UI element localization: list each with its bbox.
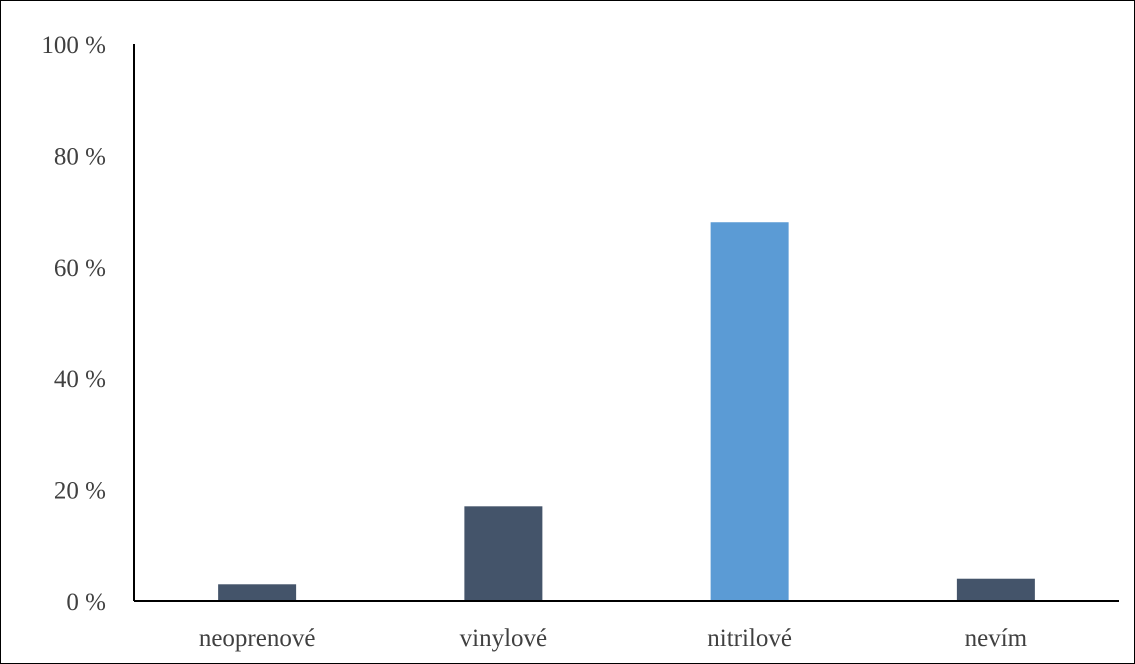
x-category-labels: neoprenové vinylové nitrilové nevím	[199, 625, 1028, 652]
y-tick-label: 60 %	[54, 255, 106, 282]
y-tick-label: 20 %	[54, 478, 106, 505]
bar-3	[956, 578, 1035, 601]
bar-0	[218, 584, 297, 601]
y-tick-labels: 0 % 20 % 40 % 60 % 80 % 100 %	[41, 32, 106, 616]
y-tick-label: 0 %	[66, 589, 106, 616]
bars-group	[218, 222, 1035, 602]
x-category-label: neoprenové	[199, 625, 316, 652]
x-category-label: vinylové	[460, 625, 548, 652]
bar-1	[464, 506, 543, 601]
x-category-label: nitrilové	[707, 625, 792, 652]
y-tick-label: 40 %	[54, 366, 106, 393]
bar-2	[710, 222, 789, 602]
x-category-label: nevím	[965, 625, 1028, 652]
y-tick-label: 80 %	[54, 143, 106, 170]
y-tick-label: 100 %	[41, 32, 106, 59]
